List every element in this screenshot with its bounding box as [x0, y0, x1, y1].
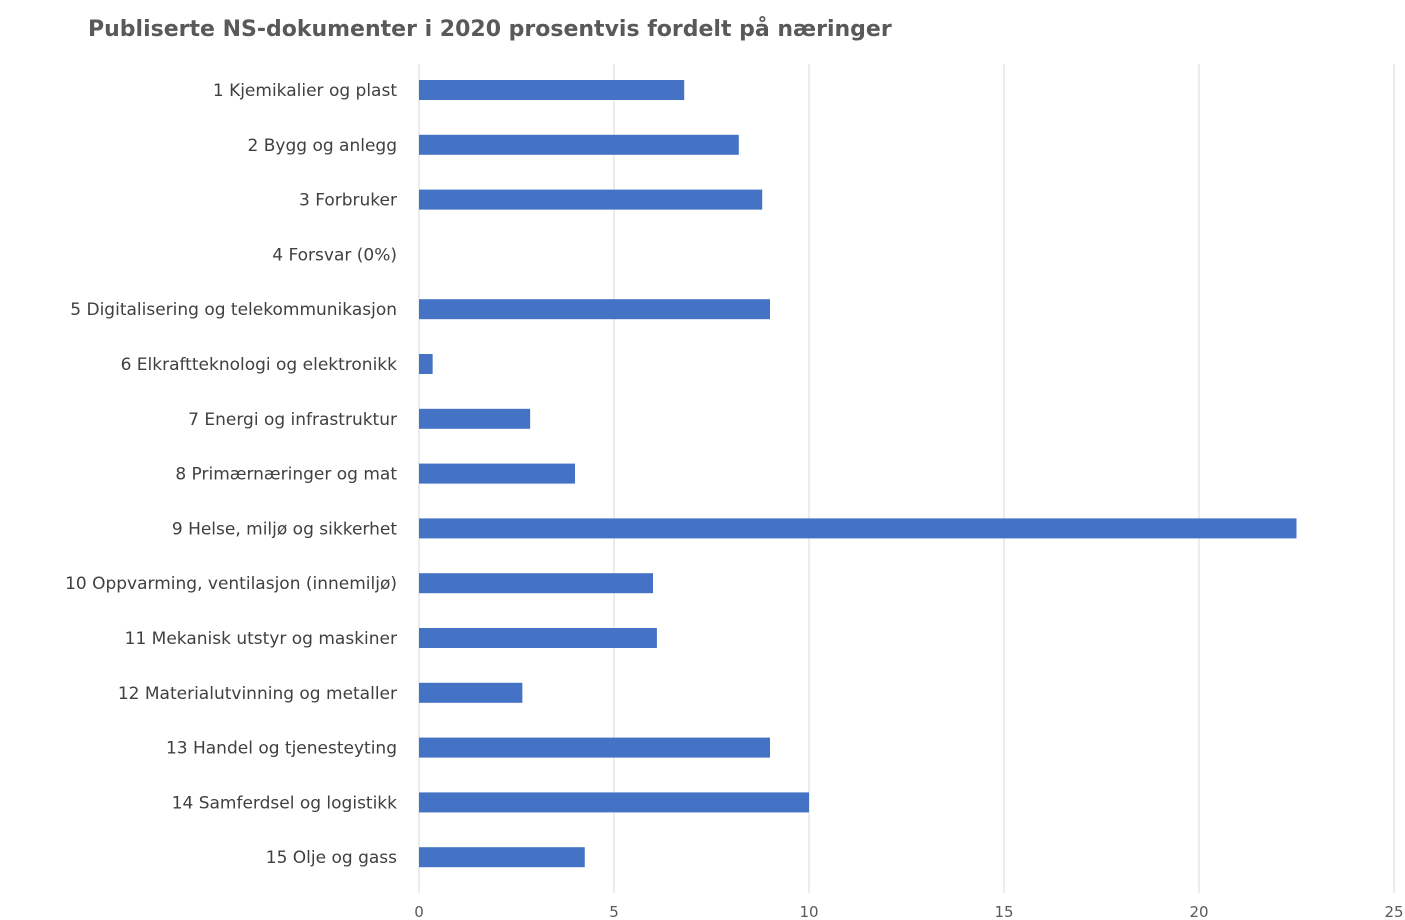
x-axis-tick-labels: 0 5 10 15 20 25: [414, 903, 1403, 920]
bar: [419, 518, 1297, 539]
category-label: 1 Kjemikalier og plast: [213, 81, 397, 101]
category-label: 6 Elkraftteknologi og elektronikk: [121, 355, 398, 375]
category-label: 9 Helse, miljø og sikkerhet: [172, 519, 397, 539]
category-label: 11 Mekanisk utstyr og maskiner: [125, 629, 397, 649]
x-tick-label: 5: [609, 903, 619, 920]
category-labels: 1 Kjemikalier og plast 2 Bygg og anlegg 3 …: [65, 81, 397, 868]
bar: [419, 792, 809, 813]
bar: [419, 80, 685, 100]
category-label: 12 Materialutvinning og metaller: [118, 684, 397, 704]
bar: [419, 628, 657, 648]
category-label: 4 Forsvar (0%): [272, 245, 397, 265]
bar: [419, 408, 531, 429]
bar: [419, 682, 523, 703]
category-label: 14 Samferdsel og logistikk: [172, 793, 397, 813]
category-label: 13 Handel og tjenesteyting: [166, 739, 397, 759]
bar: [419, 299, 770, 320]
x-tick-label: 15: [994, 903, 1013, 920]
category-label: 10 Oppvarming, ventilasjon (innemiljø): [65, 574, 397, 594]
x-tick-label: 20: [1189, 903, 1208, 920]
category-label: 8 Primærnæringer og mat: [175, 465, 397, 485]
category-label: 3 Forbruker: [299, 191, 397, 211]
bar: [419, 354, 433, 374]
category-label: 5 Digitalisering og telekommunikasjon: [70, 300, 397, 320]
x-tick-label: 10: [799, 903, 818, 920]
bar: [419, 573, 653, 594]
category-label: 7 Energi og infrastruktur: [188, 410, 397, 430]
bars: [419, 80, 1297, 868]
chart-title: Publiserte NS-dokumenter i 2020 prosentv…: [88, 16, 892, 42]
x-tick-label: 25: [1384, 903, 1403, 920]
x-tick-label: 0: [414, 903, 424, 920]
category-label: 15 Olje og gass: [266, 848, 397, 868]
bar: [419, 463, 575, 484]
bar: [419, 134, 739, 155]
bar: [419, 737, 770, 758]
bar: [419, 847, 585, 868]
bar: [419, 189, 763, 210]
category-label: 2 Bygg og anlegg: [248, 136, 397, 156]
